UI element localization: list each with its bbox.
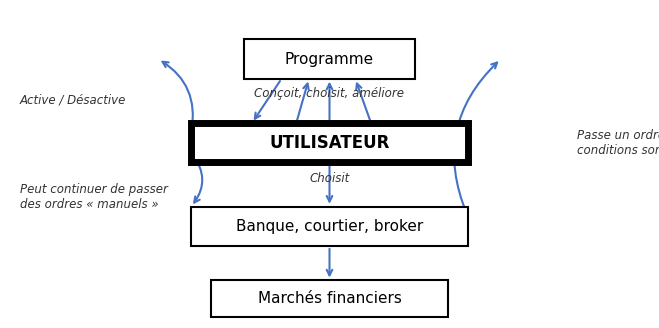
FancyBboxPatch shape (211, 280, 448, 317)
FancyBboxPatch shape (191, 123, 468, 162)
Text: Peut continuer de passer
des ordres « manuels »: Peut continuer de passer des ordres « ma… (20, 183, 167, 211)
Text: Marchés financiers: Marchés financiers (258, 291, 401, 306)
Text: UTILISATEUR: UTILISATEUR (270, 134, 389, 152)
Text: Active / Désactive: Active / Désactive (20, 93, 126, 107)
FancyBboxPatch shape (244, 39, 415, 79)
FancyBboxPatch shape (191, 207, 468, 246)
Text: Conçoit, choisit, améliore: Conçoit, choisit, améliore (254, 87, 405, 100)
Text: Passe un ordre uniquement si les
conditions sont remplies: Passe un ordre uniquement si les conditi… (577, 129, 659, 157)
Text: Programme: Programme (285, 51, 374, 67)
Text: Banque, courtier, broker: Banque, courtier, broker (236, 219, 423, 234)
Text: Choisit: Choisit (309, 172, 350, 185)
